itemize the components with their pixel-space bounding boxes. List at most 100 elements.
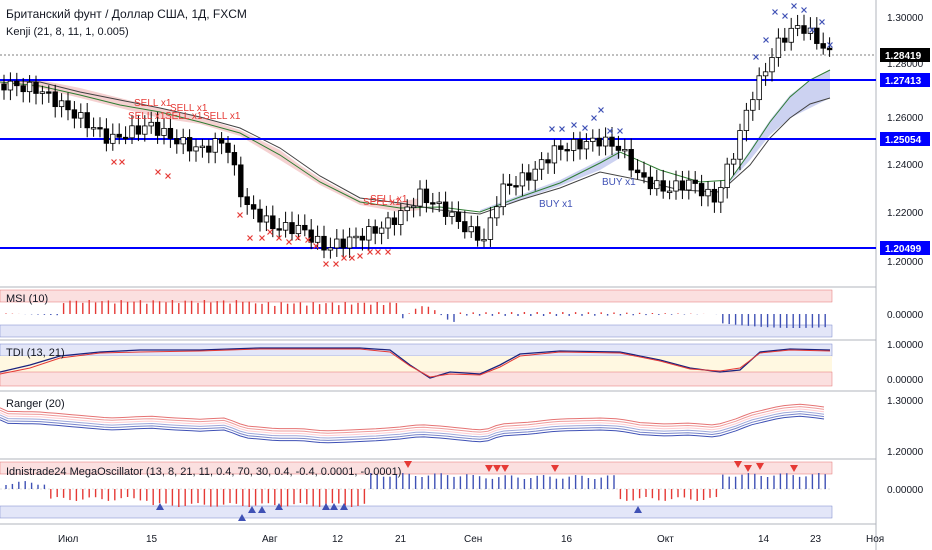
candle-body (148, 121, 154, 127)
candle-body (647, 176, 654, 190)
candle-body (494, 206, 500, 219)
candle-body (698, 183, 705, 197)
chart-legend: Британский фунт / Доллар США, 1Д, FXCM K… (6, 7, 401, 478)
ranger-band-line (0, 408, 825, 437)
candle-body (359, 235, 366, 241)
sell-signal-label: SELL x1 (165, 111, 203, 122)
candle-body (193, 146, 199, 152)
sell-triangle-marker (493, 465, 501, 472)
sell-triangle-marker (551, 465, 559, 472)
candle-body (270, 215, 276, 230)
candle-body (1, 83, 7, 91)
support-resistance-levels[interactable] (0, 54, 876, 249)
sell-triangle-marker (485, 465, 493, 472)
candle-body (679, 180, 686, 191)
candle-body (135, 125, 142, 135)
level-value: 1.20499 (885, 244, 922, 255)
candle-body (65, 100, 71, 111)
candle-body (686, 179, 692, 191)
candle-body (641, 172, 647, 178)
candle-body (90, 127, 97, 130)
signal-cross-marker (267, 229, 273, 235)
candle-body (142, 125, 148, 135)
signal-cross-marker (772, 9, 778, 15)
candle-body (673, 180, 679, 192)
candle-body (244, 196, 250, 205)
candle-body (71, 109, 78, 119)
time-label: 12 (332, 534, 344, 545)
candle-body (52, 91, 58, 108)
candle-body (14, 80, 20, 87)
time-label: Ноя (866, 534, 884, 545)
candle-body (46, 91, 52, 94)
time-label: Сен (464, 534, 482, 545)
candle-body (404, 206, 410, 212)
signal-cross-marker (801, 7, 807, 13)
candle-body (308, 229, 314, 243)
signal-cross-marker (809, 27, 815, 33)
signal-markers (111, 3, 833, 267)
sell-triangle-marker (734, 461, 742, 468)
candle-body (705, 188, 711, 197)
buy-triangle-marker (275, 503, 283, 510)
signal-cross-marker (571, 122, 577, 128)
time-axis[interactable]: Июл 15 Авг 12 21 Сен 16 Окт 14 23 Ноя (58, 534, 884, 545)
candle-body (129, 125, 135, 139)
signal-cross-marker (237, 212, 243, 218)
signal-cross-marker (276, 235, 282, 241)
candle-body (500, 183, 506, 208)
tdi-pane-title: TDI (13, 21) (6, 347, 65, 359)
sell-triangle-marker (756, 463, 764, 470)
level-tag (880, 241, 930, 255)
signal-cross-marker (385, 249, 391, 255)
candle-body (538, 159, 545, 170)
candle-body (622, 149, 628, 152)
sell-triangle-marker (790, 465, 798, 472)
candle-body (583, 141, 590, 150)
price-candles (1, 14, 833, 259)
ranger-band-line (0, 410, 825, 439)
candle-body (122, 136, 129, 140)
candle-body (577, 139, 583, 150)
sell-signal-label: SELL x1 (203, 111, 241, 122)
price-tick: 1.24000 (887, 160, 924, 171)
candle-body (558, 145, 564, 150)
level-value: 1.25054 (885, 135, 922, 146)
candle-body (615, 145, 622, 151)
candle-body (302, 224, 308, 231)
candle-body (103, 128, 110, 144)
signal-cross-marker (791, 3, 797, 9)
candle-body (26, 81, 33, 93)
candle-body (660, 180, 666, 192)
candle-body (206, 145, 212, 153)
candle-body (295, 224, 302, 235)
signal-cross-marker (763, 37, 769, 43)
candle-body (654, 180, 660, 190)
candle-body (513, 185, 519, 188)
candle-body (250, 204, 257, 210)
level-tag (880, 132, 930, 146)
candle-body (801, 25, 807, 34)
candle-body (372, 226, 378, 234)
candle-body (238, 164, 244, 198)
candle-body (423, 188, 430, 204)
price-axis[interactable]: 1.30000 1.28000 1.26000 1.24000 1.22000 … (880, 13, 930, 496)
candle-body (180, 137, 186, 145)
signal-cross-marker (559, 126, 565, 132)
signal-cross-marker (247, 235, 253, 241)
price-tick: 1.30000 (887, 13, 924, 24)
candle-body (366, 226, 372, 241)
candle-body (724, 163, 730, 188)
candle-body (218, 138, 225, 144)
candle-body (436, 201, 442, 204)
signal-cross-marker (323, 261, 329, 267)
tdi-axis-tick: 1.00000 (887, 340, 924, 351)
candle-body (7, 80, 14, 91)
candle-body (730, 158, 737, 165)
symbol-title: Британский фунт / Доллар США, 1Д, FXCM (6, 7, 247, 21)
sell-signal-label: SELL x1 (128, 111, 166, 122)
tdi-lines (0, 347, 831, 379)
signal-cross-marker (617, 128, 623, 134)
signal-cross-marker (357, 253, 363, 259)
